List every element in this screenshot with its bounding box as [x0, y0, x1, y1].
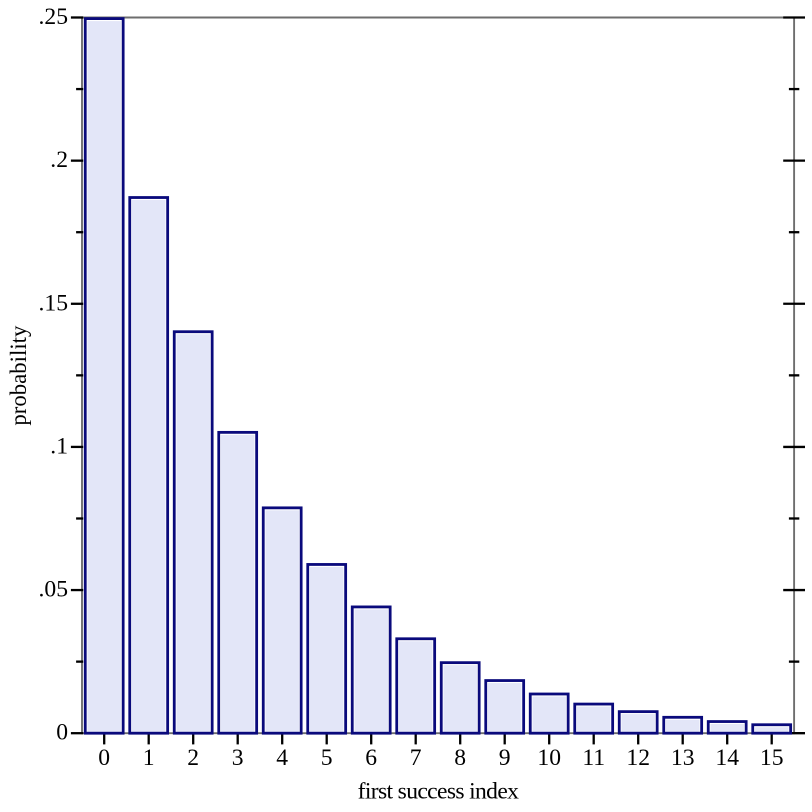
svg-text:0: 0 — [56, 720, 68, 746]
svg-text:.15: .15 — [39, 290, 69, 316]
svg-text:0: 0 — [98, 745, 110, 771]
svg-text:first success index: first success index — [358, 778, 519, 804]
svg-text:1: 1 — [143, 745, 155, 771]
svg-text:.1: .1 — [50, 433, 68, 459]
svg-text:8: 8 — [454, 745, 466, 771]
svg-text:3: 3 — [232, 745, 244, 771]
svg-text:11: 11 — [582, 745, 605, 771]
svg-text:.05: .05 — [39, 577, 69, 603]
svg-text:5: 5 — [321, 745, 333, 771]
svg-text:10: 10 — [537, 745, 561, 771]
svg-text:.2: .2 — [50, 147, 68, 173]
svg-text:.25: .25 — [39, 4, 69, 30]
svg-text:6: 6 — [365, 745, 377, 771]
svg-text:9: 9 — [499, 745, 511, 771]
svg-text:probability: probability — [6, 325, 31, 426]
svg-text:13: 13 — [671, 745, 695, 771]
svg-text:14: 14 — [715, 745, 739, 771]
svg-text:12: 12 — [626, 745, 650, 771]
svg-text:15: 15 — [760, 745, 784, 771]
svg-text:4: 4 — [276, 745, 288, 771]
svg-text:7: 7 — [410, 745, 422, 771]
svg-text:2: 2 — [187, 745, 199, 771]
